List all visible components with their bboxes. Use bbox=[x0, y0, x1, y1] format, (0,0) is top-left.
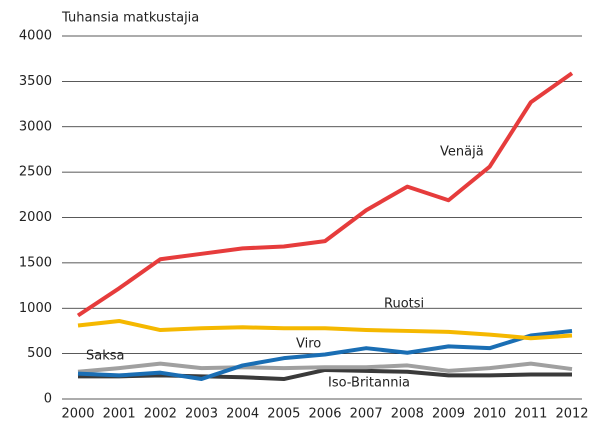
x-tick-label: 2005 bbox=[267, 407, 300, 422]
series-label: Venäjä bbox=[440, 145, 484, 160]
series-line bbox=[78, 367, 572, 382]
x-tick-label: 2012 bbox=[555, 407, 588, 422]
y-tick-label: 3500 bbox=[19, 74, 52, 89]
x-tick-label: 2000 bbox=[61, 407, 94, 422]
y-tick-label: 1500 bbox=[19, 255, 52, 270]
y-tick-label: 0 bbox=[44, 392, 52, 407]
y-tick-label: 3000 bbox=[19, 119, 52, 134]
x-tick-label: 2009 bbox=[432, 407, 465, 422]
x-tick-label: 2011 bbox=[514, 407, 547, 422]
y-tick-label: 2500 bbox=[19, 165, 52, 180]
x-tick-label: 2007 bbox=[350, 407, 383, 422]
x-tick-label: 2006 bbox=[308, 407, 341, 422]
y-tick-label: 500 bbox=[27, 346, 52, 361]
series-line bbox=[77, 318, 573, 341]
y-axis-label: Tuhansia matkustajia bbox=[61, 11, 199, 26]
series-line bbox=[77, 328, 573, 382]
series-label: Viro bbox=[296, 337, 321, 352]
series-label: Iso-Britannia bbox=[328, 376, 410, 391]
x-tick-label: 2004 bbox=[226, 407, 259, 422]
x-tick-label: 2010 bbox=[473, 407, 506, 422]
series-label: Saksa bbox=[86, 349, 125, 364]
y-tick-label: 2000 bbox=[19, 210, 52, 225]
series-line bbox=[77, 361, 573, 374]
x-tick-label: 2003 bbox=[185, 407, 218, 422]
series-line bbox=[76, 71, 574, 318]
series-label: Ruotsi bbox=[384, 297, 424, 312]
y-tick-label: 1000 bbox=[19, 301, 52, 316]
y-tick-label: 4000 bbox=[19, 29, 52, 44]
x-tick-label: 2008 bbox=[391, 407, 424, 422]
x-tick-label: 2001 bbox=[103, 407, 136, 422]
x-tick-label: 2002 bbox=[144, 407, 177, 422]
